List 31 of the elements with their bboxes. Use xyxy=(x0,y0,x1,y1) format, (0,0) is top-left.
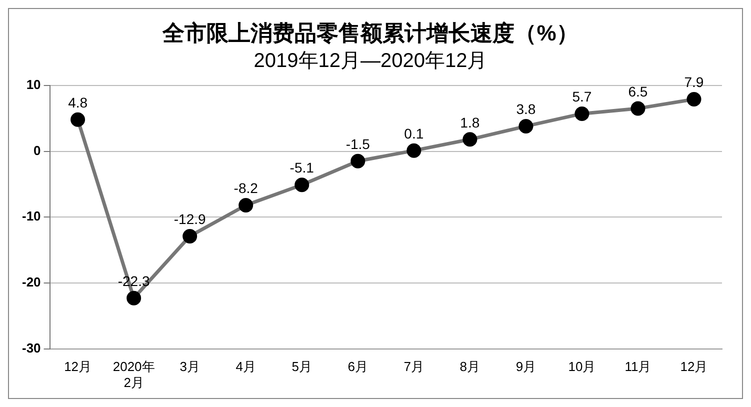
data-label: 0.1 xyxy=(404,125,424,142)
chart-subtitle: 2019年12月—2020年12月 xyxy=(254,50,488,72)
y-tick-label: -30 xyxy=(22,340,41,356)
x-tick-label: 11月 xyxy=(624,359,652,374)
x-tick-label: 5月 xyxy=(292,359,312,374)
x-tick-label: 10月 xyxy=(568,359,596,374)
data-label: -5.1 xyxy=(290,160,314,176)
data-label: 3.8 xyxy=(516,101,536,118)
x-tick-label: 3月 xyxy=(180,359,200,374)
x-tick-label: 7月 xyxy=(404,359,424,374)
data-label: -8.2 xyxy=(234,180,258,196)
data-label: -12.9 xyxy=(174,211,206,228)
y-tick-label: -10 xyxy=(22,208,41,224)
chart-title: 全市限上消费品零售额累计增长速度（%） xyxy=(162,20,578,46)
x-tick-label: 2020年 2月 xyxy=(112,359,155,390)
data-label: -1.5 xyxy=(346,136,370,152)
x-tick-label: 6月 xyxy=(348,359,368,374)
data-label: -22.3 xyxy=(118,272,150,289)
x-tick-label: 9月 xyxy=(516,359,536,374)
data-label: 4.8 xyxy=(68,94,88,110)
x-tick-label: 12月 xyxy=(64,359,92,374)
y-tick-label: 0 xyxy=(34,142,41,158)
data-label: 1.8 xyxy=(460,114,480,130)
y-tick-label: -20 xyxy=(22,274,41,290)
x-tick-label: 12月 xyxy=(680,359,708,374)
data-label: 7.9 xyxy=(684,74,704,90)
x-tick-label: 4月 xyxy=(236,359,256,374)
data-label: 5.7 xyxy=(572,88,592,105)
data-label: 6.5 xyxy=(628,83,648,100)
x-tick-label: 8月 xyxy=(460,359,480,374)
y-tick-label: 10 xyxy=(26,76,41,92)
